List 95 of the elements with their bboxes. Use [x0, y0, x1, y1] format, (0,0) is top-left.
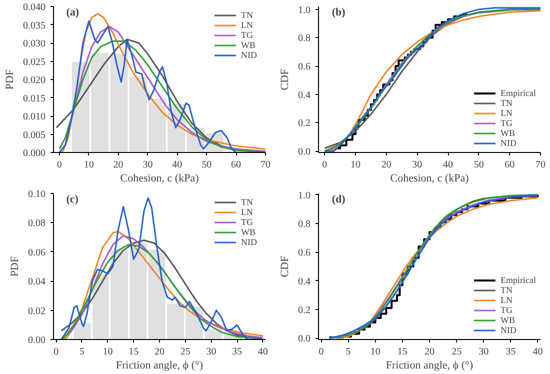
- y-tick-label: 0.6: [298, 248, 310, 259]
- legend-label: WB: [500, 315, 516, 325]
- legend-label: LN: [241, 20, 254, 30]
- x-tick-label: 50: [474, 160, 484, 170]
- legend-label: TG: [241, 30, 254, 40]
- x-axis-title: Cohesion, c (kPa): [390, 172, 470, 184]
- y-tick-label: 0.015: [23, 93, 46, 104]
- y-tick-label: 0.025: [23, 56, 46, 68]
- legend-label: Empirical: [500, 275, 536, 285]
- x-tick-label: 15: [128, 346, 139, 358]
- y-tick-label: 0.06: [28, 247, 46, 258]
- legend-label: TN: [241, 10, 254, 20]
- legend-label: LN: [500, 108, 514, 118]
- y-tick-label: 0.08: [28, 218, 46, 230]
- y-tick-label: 1.0: [298, 190, 310, 202]
- x-tick-label: 30: [412, 160, 422, 170]
- y-tick-label: 0.035: [23, 20, 46, 32]
- x-tick-label: 10: [350, 160, 360, 170]
- x-tick-label: 50: [202, 160, 212, 170]
- y-tick-label: 0.040: [23, 2, 46, 13]
- y-tick-label: 0.8: [298, 33, 310, 44]
- chart-title: (d): [332, 194, 346, 206]
- y-tick-label: 0.6: [298, 62, 310, 73]
- legend-label: WB: [500, 128, 516, 138]
- y-tick-label: 0.010: [23, 112, 46, 122]
- x-tick-label: 70: [536, 160, 546, 170]
- legend-label: TG: [500, 118, 514, 128]
- y-tick-label: 0.005: [23, 130, 46, 141]
- x-tick-label: 60: [504, 160, 515, 170]
- y-tick-label: 0.02: [28, 306, 46, 317]
- y-axis-title: CDF: [279, 256, 291, 278]
- x-tick-label: 40: [532, 346, 543, 358]
- chart-title: (c): [66, 194, 79, 206]
- y-tick-label: 0.10: [28, 189, 46, 200]
- legend-label: TN: [500, 98, 514, 108]
- x-tick-label: 10: [370, 346, 380, 358]
- chart-title: (a): [66, 6, 80, 18]
- x-tick-label: 0: [54, 346, 59, 358]
- x-tick-label: 0: [56, 160, 62, 170]
- x-tick-label: 30: [206, 346, 216, 358]
- y-tick-label: 0.4: [298, 276, 310, 288]
- x-tick-label: 0: [318, 346, 324, 358]
- y-tick-label: 0.0: [298, 334, 310, 345]
- y-tick-label: 0.2: [298, 304, 310, 316]
- y-axis-title: PDF: [9, 256, 21, 277]
- x-tick-label: 70: [260, 160, 270, 170]
- y-tick-label: 0.8: [298, 219, 310, 230]
- y-axis-title: PDF: [4, 69, 16, 90]
- x-axis-title: Friction angle, ϕ (°): [116, 360, 204, 372]
- y-tick-label: 0.2: [298, 118, 310, 130]
- legend-label: NID: [500, 138, 518, 148]
- y-tick-label: 0.0: [298, 146, 310, 158]
- x-tick-label: 35: [506, 346, 516, 358]
- x-axis-title: Friction angle, ϕ (°): [386, 360, 474, 372]
- y-tick-label: 0.4: [298, 90, 310, 101]
- x-tick-label: 40: [258, 346, 268, 358]
- y-tick-label: 1.0: [298, 4, 310, 16]
- legend-label: Empirical: [500, 88, 536, 98]
- legend-label: NID: [241, 50, 258, 60]
- legend-label: TG: [500, 305, 514, 315]
- x-axis-title: Cohesion, c (kPa): [120, 172, 200, 184]
- x-tick-label: 5: [79, 346, 84, 358]
- x-tick-label: 20: [113, 160, 124, 170]
- chart-title: (b): [332, 6, 346, 18]
- x-tick-label: 0: [322, 160, 328, 170]
- y-tick-label: 0.030: [23, 38, 46, 50]
- legend-label: TG: [241, 217, 254, 227]
- y-tick-label: 0.000: [23, 148, 46, 159]
- legend-label: TN: [500, 285, 514, 295]
- y-tick-label: 0.04: [28, 276, 46, 288]
- legend-label: WB: [241, 40, 256, 50]
- x-tick-label: 20: [154, 346, 164, 358]
- x-tick-label: 5: [346, 346, 351, 358]
- x-tick-label: 20: [424, 346, 434, 358]
- x-tick-label: 30: [142, 160, 153, 170]
- y-axis-title: CDF: [279, 68, 291, 90]
- x-tick-label: 40: [172, 160, 182, 170]
- x-tick-label: 60: [231, 160, 242, 170]
- x-tick-label: 25: [452, 346, 462, 358]
- legend-label: LN: [241, 207, 254, 217]
- x-tick-label: 20: [381, 160, 392, 170]
- x-tick-label: 40: [443, 160, 453, 170]
- legend-label: NID: [500, 325, 518, 335]
- legend-label: LN: [500, 295, 514, 305]
- legend-label: NID: [241, 237, 258, 247]
- x-tick-label: 10: [84, 160, 94, 170]
- x-tick-label: 10: [102, 346, 113, 358]
- legend-label: TN: [241, 197, 254, 207]
- x-tick-label: 15: [397, 346, 408, 358]
- y-tick-label: 0.00: [28, 335, 46, 346]
- x-tick-label: 30: [478, 346, 489, 358]
- y-tick-label: 0.020: [23, 75, 46, 86]
- x-tick-label: 25: [180, 346, 190, 358]
- x-tick-label: 35: [232, 346, 242, 358]
- legend-label: WB: [241, 227, 256, 237]
